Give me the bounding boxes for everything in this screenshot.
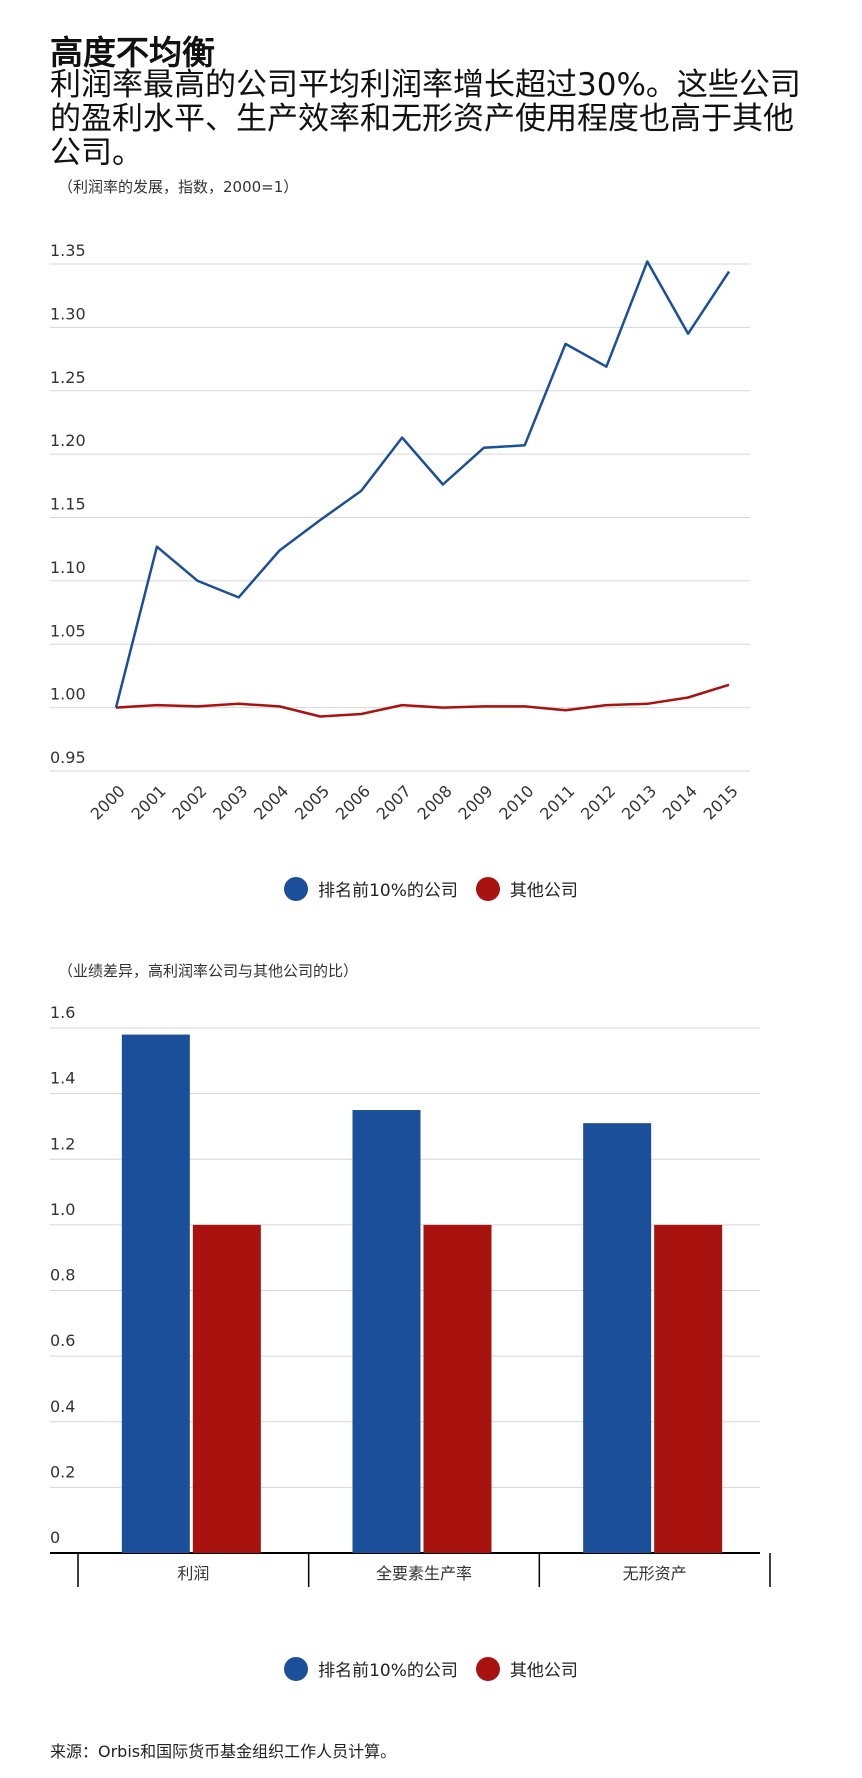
legend-label-top10-bar: 排名前10%的公司 [318, 1661, 458, 1681]
legend-swatch-others [475, 876, 500, 901]
y-tick-label: 1.00 [50, 685, 86, 704]
bar-others [192, 1224, 261, 1553]
x-category-label: 全要素生产率 [376, 1564, 472, 1583]
legend-item-top10: 排名前10%的公司 [284, 876, 458, 901]
legend-swatch-top10 [284, 876, 309, 901]
y-tick-label: 1.15 [50, 495, 86, 514]
y-tick-label: 1.4 [50, 1069, 75, 1088]
bar-chart: 0 0.2 0.4 0.6 0.8 1.0 1.2 1.4 1.6 利润 全要素生产率 无形资产 [50, 1003, 771, 1587]
legend-label-others: 其他公司 [509, 881, 578, 901]
y-tick-label: 1.30 [50, 304, 86, 323]
legend-label-others-bar: 其他公司 [509, 1661, 578, 1681]
bar-others [654, 1224, 723, 1553]
line-chart-legend: 排名前10%的公司 其他公司 [0, 876, 862, 901]
series-line-top10 [114, 260, 731, 708]
line-chart: 0.951.001.051.101.151.201.251.301.352000… [50, 241, 750, 824]
line-chart-note: （利润率的发展，指数，2000=1） [58, 178, 299, 196]
bar-chart-note: （业绩差异，高利润率公司与其他公司的比） [58, 962, 359, 980]
legend-item-top10-bar: 排名前10%的公司 [284, 1656, 458, 1681]
chart-subtitle: 利润率最高的公司平均利润率增长超过30%。这些公司的盈利水平、生产效率和无形资产… [50, 67, 801, 171]
y-tick-label: 1.6 [50, 1003, 75, 1022]
y-tick-label: 0.8 [50, 1266, 75, 1285]
x-category-label: 利润 [177, 1564, 209, 1583]
y-tick-label: 0.6 [50, 1331, 75, 1350]
y-tick-label: 0.95 [50, 748, 86, 767]
y-tick-label: 1.2 [50, 1134, 75, 1153]
bar-top10 [583, 1123, 652, 1553]
series-line-others [115, 683, 730, 718]
legend-item-others: 其他公司 [475, 876, 578, 901]
x-category-label: 无形资产 [623, 1564, 687, 1583]
y-tick-label: 1.35 [50, 241, 86, 260]
y-tick-label: 1.20 [50, 431, 86, 450]
y-tick-label: 1.10 [50, 558, 86, 577]
chart-title: 高度不均衡 [50, 33, 215, 72]
bar-others [423, 1224, 492, 1553]
legend-swatch-top10-bar [284, 1656, 309, 1681]
legend-label-top10: 排名前10%的公司 [318, 881, 458, 901]
y-tick-label: 1.25 [50, 368, 86, 387]
y-tick-label: 0 [50, 1528, 60, 1547]
bar-top10 [352, 1110, 421, 1553]
bar-chart-legend: 排名前10%的公司 其他公司 [0, 1656, 862, 1681]
legend-item-others-bar: 其他公司 [475, 1656, 578, 1681]
bar-top10 [121, 1034, 190, 1553]
y-tick-label: 0.4 [50, 1397, 75, 1416]
y-tick-label: 0.2 [50, 1462, 75, 1481]
y-tick-label: 1.05 [50, 621, 86, 640]
y-tick-label: 1.0 [50, 1200, 75, 1219]
source-note: 来源：Orbis和国际货币基金组织工作人员计算。 [50, 1742, 397, 1761]
legend-swatch-others-bar [475, 1656, 500, 1681]
